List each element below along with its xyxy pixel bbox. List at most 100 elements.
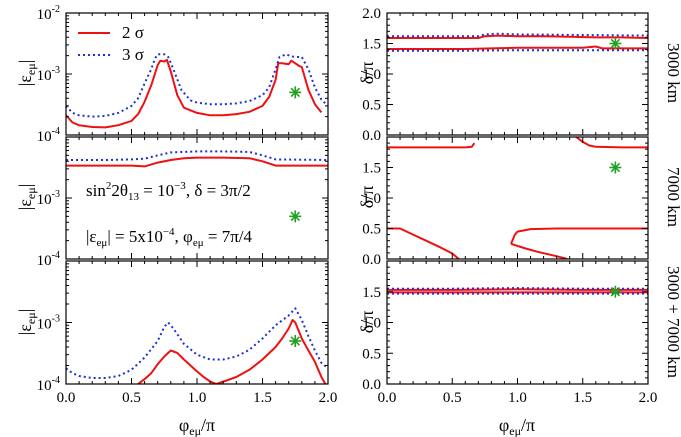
plot-layer: 10-210-310-42.01.51.00.50.010-310-41.51.… xyxy=(37,4,658,406)
series-3sigma-line-1 xyxy=(387,49,648,52)
y-axis-label-left-top: |εeμ| xyxy=(15,60,38,87)
legend-label-3sigma: 3 σ xyxy=(122,45,144,64)
series-2sigma-line-0 xyxy=(387,288,648,291)
true-value-star-marker xyxy=(609,37,622,50)
star-stroke-3 xyxy=(290,211,301,222)
x-tick-label: 1.0 xyxy=(188,390,207,406)
x-axis-label-left: φeμ/π xyxy=(179,415,215,437)
baseline-label-7000km: 7000 km xyxy=(664,167,681,227)
legend-label-2sigma: 2 σ xyxy=(122,23,144,42)
series-2sigma-line-0 xyxy=(137,319,327,384)
y-tick-label: 1.0 xyxy=(362,316,381,332)
true-value-star-marker xyxy=(289,86,302,99)
series-3sigma-line-0 xyxy=(66,53,328,118)
annotation-2f: eμ xyxy=(193,237,204,249)
annotation-line-2: |εeμ| = 5x10−4, φeμ = 7π/4 xyxy=(86,226,253,249)
y-tick-label: 0.0 xyxy=(362,377,381,393)
panel-right-3000km: 2.0 1.5 1.0 0.5 0.0 xyxy=(362,6,649,144)
annotation-2e: , φ xyxy=(175,227,194,246)
annotation-2g: = 7π/4 xyxy=(204,227,253,246)
y-axis-label-right-top: δ/π xyxy=(357,62,377,85)
annotation-2b: eμ xyxy=(97,237,108,249)
annotation-1f: −3 xyxy=(174,180,186,192)
y-tick-label: 1.0 xyxy=(362,67,381,83)
annotation-line-1: sin22θ13 = 10−3, δ = 3π/2 xyxy=(86,180,251,203)
x-tick-label: 2.0 xyxy=(639,390,658,406)
star-stroke-3 xyxy=(610,38,621,49)
star-stroke-3 xyxy=(610,162,621,173)
x-axis-label-right: φeμ/π xyxy=(499,415,535,437)
y-tick-label: 1.5 xyxy=(362,161,381,177)
y-tick-label: 10-3 xyxy=(37,65,60,84)
true-value-star-marker xyxy=(289,335,302,348)
y-tick-label: 0.5 xyxy=(362,222,381,238)
legend: 2 σ 3 σ xyxy=(78,23,144,64)
y-tick-label: 10-4 xyxy=(37,126,60,145)
y-axis-label-right-mid: δ/π xyxy=(357,186,377,209)
baseline-label-3000km: 3000 km xyxy=(664,43,681,103)
series-2sigma-line-4 xyxy=(510,242,568,259)
x-tick-label: 0.5 xyxy=(122,390,141,406)
panel-frame xyxy=(386,12,649,136)
series-3sigma-line-0 xyxy=(387,32,648,38)
x-tick-label: 0.0 xyxy=(57,390,76,406)
series-2sigma-line-0 xyxy=(387,34,648,39)
x-tick-label: 1.0 xyxy=(508,390,527,406)
true-value-star-marker xyxy=(609,285,622,298)
panel-frame xyxy=(386,260,649,385)
y-tick-label: 1.5 xyxy=(362,37,381,53)
y-tick-label: 10-4 xyxy=(37,250,60,269)
panel-right-7000km: 1.5 1.0 0.5 0.0 xyxy=(362,136,649,268)
x-tick-label: 2.0 xyxy=(319,390,338,406)
panel-left-7000km: 10-3 10-4 xyxy=(37,136,329,269)
y-tick-label: 2.0 xyxy=(362,6,381,22)
panel-frame xyxy=(65,12,329,136)
annotation-2c: | = 5x10 xyxy=(107,227,163,246)
y-tick-label: 1.5 xyxy=(362,285,381,301)
y-tick-label: 10-3 xyxy=(37,189,60,208)
annotation-1g: , δ = 3π/2 xyxy=(186,181,251,200)
panel-right-3000+7000km: 0.0 0.5 1.0 1.5 2.0 1.5 1.0 0.5 0.0 xyxy=(362,260,658,406)
series-3sigma-line-0 xyxy=(387,287,648,290)
y-tick-label: 0.0 xyxy=(362,128,381,144)
y-axis-label-left-mid: |εeμ| xyxy=(15,184,38,211)
y-tick-label: 0.5 xyxy=(362,346,381,362)
panel-left-3000km: 10-2 10-3 10-4 xyxy=(37,4,329,145)
true-value-star-marker xyxy=(289,210,302,223)
y-tick-label: 0.0 xyxy=(362,252,381,268)
y-axis-label-left-bot: |εeμ| xyxy=(15,309,38,336)
panel-frame xyxy=(65,260,329,385)
y-tick-label: 10-3 xyxy=(37,314,60,333)
series-2sigma-line-3 xyxy=(510,227,648,245)
y-axis-label-right-bot: δ/π xyxy=(357,311,377,334)
annotation-1a: sin xyxy=(86,181,106,200)
y-tick-label: 10-4 xyxy=(37,375,60,394)
baseline-label-3000-7000km: 3000 + 7000 km xyxy=(664,266,681,378)
true-value-star-marker xyxy=(609,161,622,174)
series-2sigma-line-2 xyxy=(387,227,460,259)
series-3sigma-line-0 xyxy=(66,307,328,379)
annotation-1d: 13 xyxy=(128,191,140,203)
star-stroke-3 xyxy=(610,286,621,297)
series-2sigma-line-0 xyxy=(387,142,476,149)
star-stroke-3 xyxy=(290,336,301,346)
annotation-2d: −4 xyxy=(163,226,175,238)
annotation-1e: = 10 xyxy=(139,181,174,200)
series-2sigma-line-1 xyxy=(575,137,648,149)
y-tick-label: 0.5 xyxy=(362,98,381,114)
x-tick-label: 1.5 xyxy=(253,390,272,406)
y-tick-label: 10-2 xyxy=(37,4,60,23)
series-3sigma-line-0 xyxy=(66,150,328,161)
annotation-2a: |ε xyxy=(86,227,97,246)
series-2sigma-line-0 xyxy=(66,58,323,129)
annotation-1b: 2 xyxy=(106,180,112,192)
annotation-1c: 2θ xyxy=(111,181,128,200)
x-tick-label: 0.0 xyxy=(378,390,397,406)
y-tick-label: 1.0 xyxy=(362,191,381,207)
x-tick-label: 1.5 xyxy=(573,390,592,406)
panel-left-3000+7000km: 0.0 0.5 1.0 1.5 2.0 10-3 10-4 xyxy=(37,260,338,406)
series-2sigma-line-1 xyxy=(387,45,648,50)
x-tick-label: 0.5 xyxy=(443,390,462,406)
series-2sigma-line-0 xyxy=(66,156,328,168)
